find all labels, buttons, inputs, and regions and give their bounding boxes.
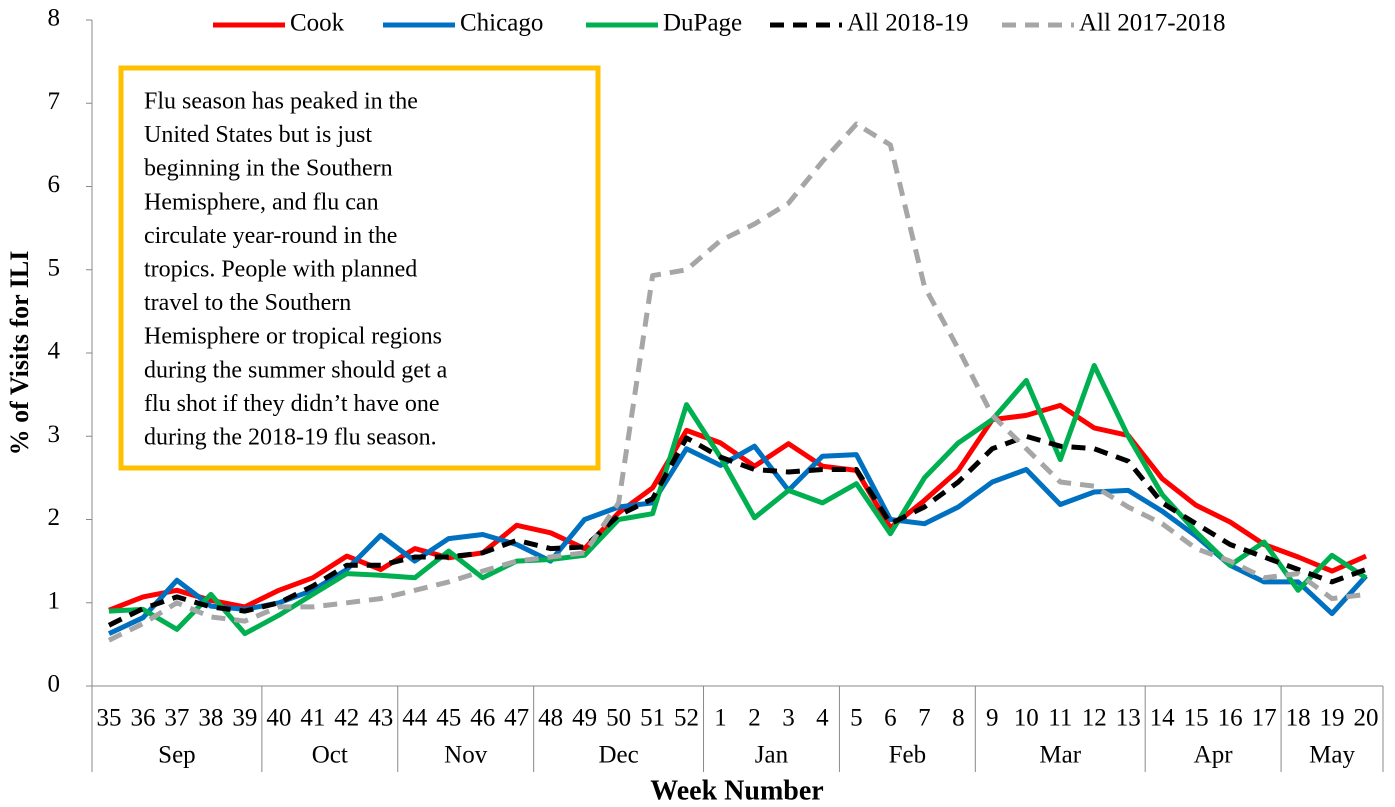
legend-label: Chicago [460, 10, 543, 37]
y-tick-label: 0 [48, 671, 61, 698]
x-tick-label: 15 [1184, 705, 1209, 732]
annotation-box [118, 65, 601, 471]
annotation-line: during the summer should get a [144, 357, 448, 383]
annotation-line: circulate year-round in the [144, 223, 397, 249]
x-tick-label: 4 [816, 705, 829, 732]
x-tick-label: 16 [1218, 705, 1243, 732]
x-tick-label: 50 [606, 705, 631, 732]
y-tick-label: 2 [48, 504, 61, 531]
x-tick-label: 17 [1252, 705, 1277, 732]
annotation-line: United States but is just [144, 122, 372, 148]
month-label: May [1309, 742, 1355, 769]
x-tick-label: 46 [470, 705, 495, 732]
annotation-line: Flu season has peaked in the [144, 89, 418, 115]
x-tick-label: 40 [266, 705, 291, 732]
x-tick-label: 52 [674, 705, 699, 732]
y-tick-label: 6 [48, 171, 61, 198]
x-tick-label: 48 [538, 705, 563, 732]
x-tick-label: 10 [1014, 705, 1039, 732]
annotation-line: flu shot if they didn’t have one [144, 391, 440, 417]
x-tick-label: 36 [130, 705, 155, 732]
y-tick-label: 7 [48, 88, 61, 115]
x-tick-label: 1 [714, 705, 727, 732]
x-tick-label: 38 [198, 705, 223, 732]
month-label: Feb [889, 742, 927, 769]
legend-label: All 2018-19 [847, 10, 969, 37]
x-tick-label: 47 [504, 705, 529, 732]
x-tick-label: 20 [1354, 705, 1379, 732]
x-tick-label: 35 [96, 705, 121, 732]
x-tick-label: 37 [164, 705, 189, 732]
x-tick-label: 51 [640, 705, 665, 732]
annotation-line: beginning in the Southern [144, 156, 393, 182]
annotation-line: tropics. People with planned [144, 257, 417, 283]
series-line [107, 121, 1367, 643]
x-tick-label: 14 [1150, 705, 1176, 732]
month-label: Mar [1039, 742, 1081, 769]
y-axis-label: % of Visits for ILI [5, 251, 34, 456]
y-tick-label: 4 [48, 338, 61, 365]
y-tick-label: 5 [48, 254, 61, 281]
x-tick-label: 2 [748, 705, 761, 732]
x-tick-label: 43 [368, 705, 393, 732]
y-tick-label: 3 [48, 421, 61, 448]
x-tick-label: 7 [918, 705, 931, 732]
x-tick-label: 6 [884, 705, 897, 732]
x-tick-label: 44 [402, 705, 428, 732]
x-tick-label: 39 [232, 705, 257, 732]
x-tick-label: 41 [300, 705, 325, 732]
x-tick-label: 42 [334, 705, 359, 732]
month-label: Dec [598, 742, 638, 769]
series-line [107, 433, 1367, 628]
x-tick-label: 49 [572, 705, 597, 732]
annotation-line: Hemisphere, and flu can [144, 189, 379, 215]
series-line [108, 363, 1368, 637]
month-label: Nov [444, 742, 488, 769]
x-tick-label: 13 [1116, 705, 1141, 732]
legend-label: DuPage [663, 10, 742, 37]
x-tick-label: 8 [952, 705, 965, 732]
series-line [107, 443, 1368, 636]
x-tick-label: 12 [1082, 705, 1107, 732]
x-tick-label: 18 [1286, 705, 1311, 732]
x-tick-label: 5 [850, 705, 863, 732]
month-label: Jan [755, 742, 789, 769]
month-label: Sep [158, 742, 196, 769]
annotation-line: Hemisphere or tropical regions [144, 324, 442, 350]
x-axis-label: Week Number [650, 775, 823, 806]
x-tick-label: 3 [782, 705, 795, 732]
x-tick-label: 11 [1048, 705, 1072, 732]
legend-label: All 2017-2018 [1079, 10, 1226, 37]
y-tick-label: 1 [48, 587, 61, 614]
y-tick-label: 8 [48, 5, 61, 32]
month-label: Apr [1194, 742, 1234, 769]
annotation-line: travel to the Southern [144, 290, 351, 316]
annotation-line: during the 2018-19 flu season. [144, 425, 437, 451]
month-label: Oct [312, 742, 348, 769]
x-tick-label: 9 [986, 705, 999, 732]
x-tick-label: 19 [1320, 705, 1345, 732]
x-tick-label: 45 [436, 705, 461, 732]
legend-label: Cook [290, 10, 345, 37]
